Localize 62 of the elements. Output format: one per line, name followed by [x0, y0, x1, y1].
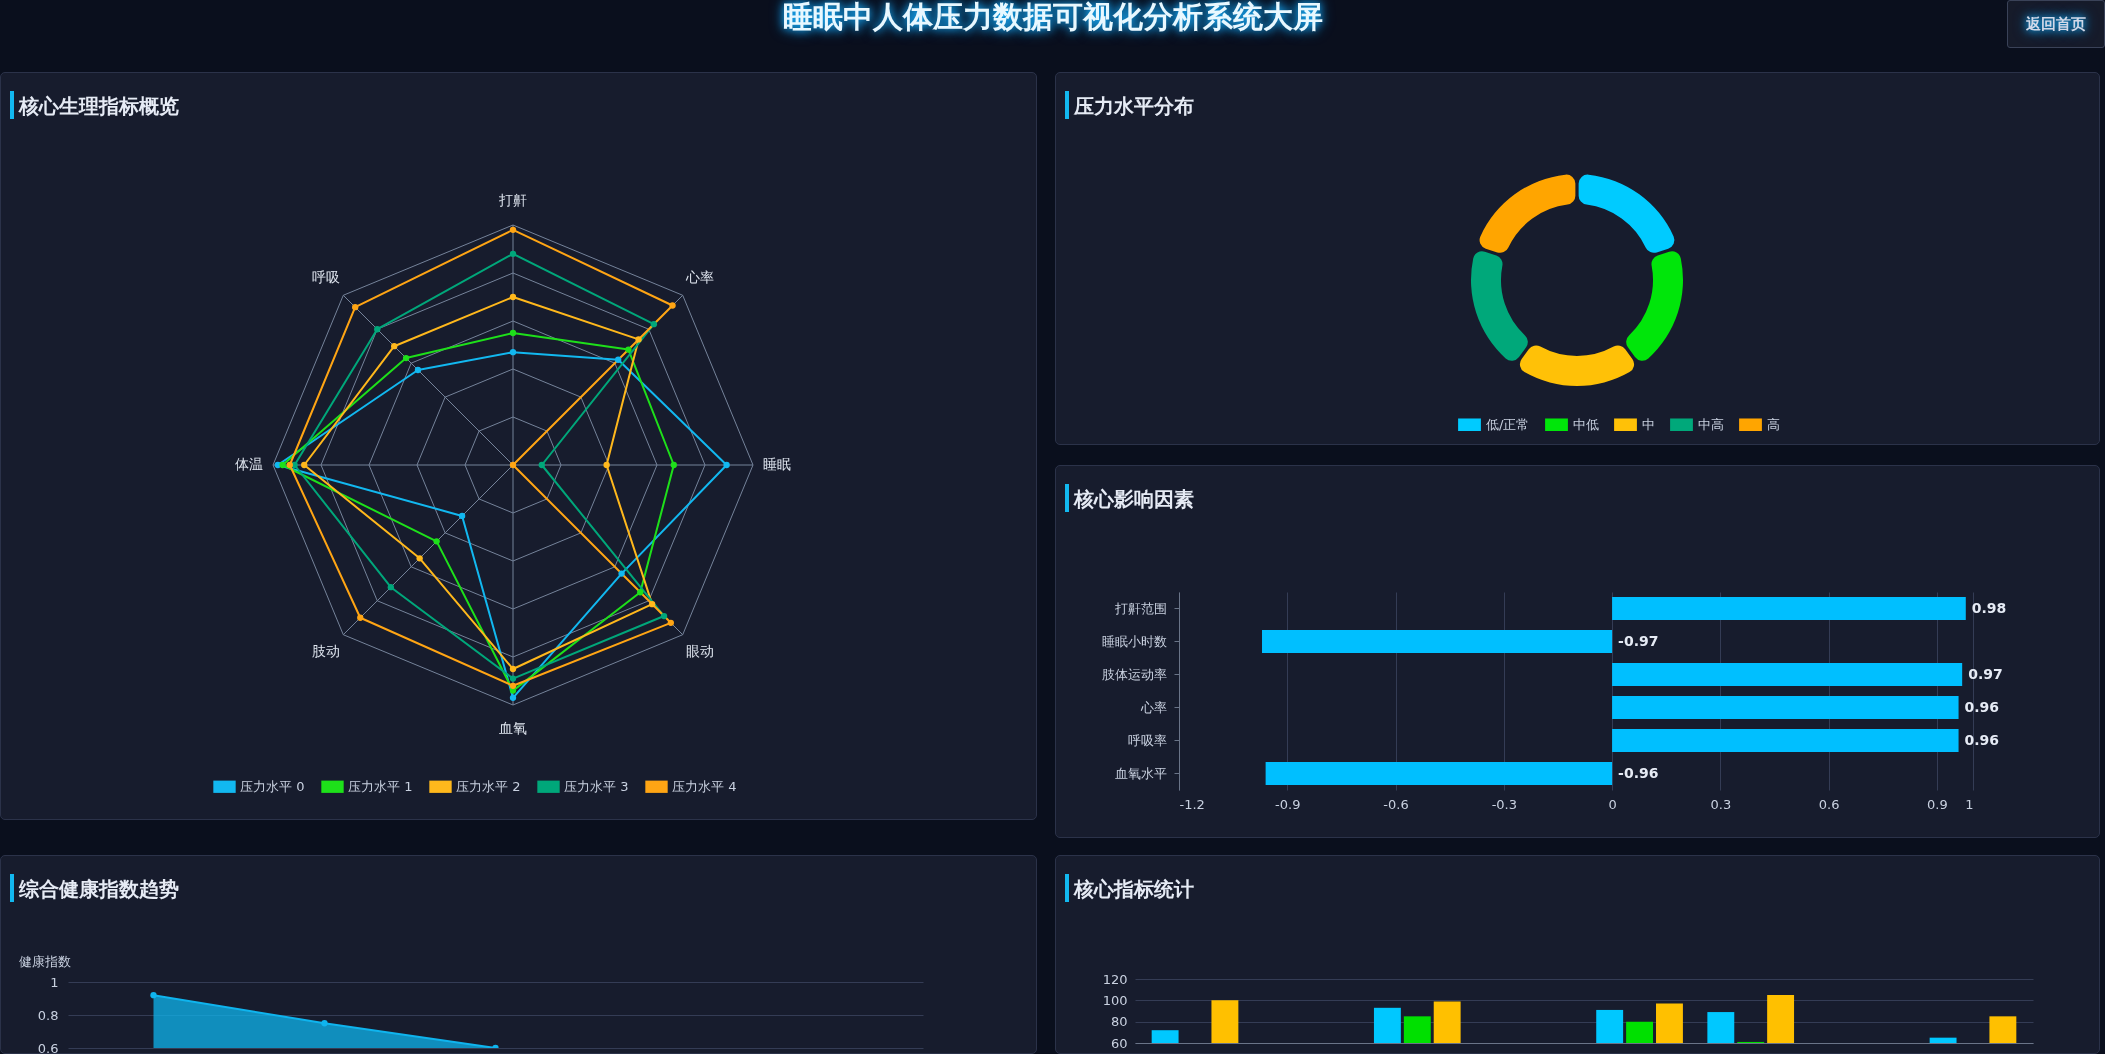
text: 返回首页: [2007, 0, 2105, 48]
x-tick-label: 0.9: [1927, 796, 1948, 812]
x-tick-label: -0.9: [1275, 796, 1301, 812]
legend-label: 中低: [1573, 416, 1599, 432]
x-tick-label: 0.3: [1710, 796, 1732, 812]
y-axis-title: 健康指数: [18, 953, 71, 969]
y-tick-label: 100: [1102, 992, 1128, 1008]
text: 压力水平分布: [1074, 93, 1194, 119]
data-label: -0.97: [1618, 632, 1659, 649]
spoke-label: 睡眠: [763, 456, 791, 472]
legend-label: 压力水平 1: [348, 778, 413, 794]
data-label: 0.98: [1971, 599, 2007, 616]
bar: [1612, 728, 1959, 753]
chart-title: 核心生理指标概览: [19, 93, 179, 119]
spoke-label: 呼吸: [312, 269, 341, 286]
bar: [1262, 629, 1613, 654]
data-label: 0.96: [1964, 698, 2000, 715]
spoke-label: 血氧: [499, 720, 527, 736]
legend-label: 压力水平 3: [564, 778, 629, 794]
legend-label: 高: [1767, 416, 1780, 432]
text: 睡眠中人体压力数据可视化分析系统大屏: [782, 0, 1323, 34]
y-tick-label: 睡眠小时数: [1101, 633, 1167, 649]
y-tick-label: 呼吸率: [1127, 732, 1167, 748]
x-tick-label: 0.6: [1818, 796, 1840, 812]
bar: [1612, 662, 1963, 687]
legend-label: 压力水平 0: [240, 778, 305, 794]
point: [150, 992, 157, 999]
spoke-label: 打鼾: [498, 192, 527, 208]
y-tick-label: 80: [1110, 1014, 1128, 1030]
bar: [1265, 761, 1613, 786]
legend-label: 中高: [1698, 416, 1724, 432]
legend-label: 中: [1642, 416, 1655, 432]
y-tick-label: 0.6: [37, 1040, 59, 1054]
y-tick-label: 0.8: [37, 1007, 59, 1023]
x-tick-label: -0.3: [1491, 796, 1518, 812]
bar: [1612, 596, 1966, 621]
data-label: 0.97: [1968, 665, 2003, 682]
y-tick-label: 血氧水平: [1114, 765, 1167, 781]
y-tick-label: 120: [1102, 971, 1128, 987]
chart-title: 核心指标统计: [1074, 876, 1194, 902]
y-tick-label: 60: [1110, 1035, 1128, 1051]
x-tick-label: 0: [1608, 796, 1617, 812]
y-tick-label: 心率: [1139, 699, 1167, 715]
data-label: -0.96: [1618, 764, 1659, 781]
x-tick-label: 1: [1965, 796, 1974, 812]
legend-label: 压力水平 4: [672, 778, 737, 794]
y-tick-label: 1: [50, 974, 59, 990]
spoke-label: 心率: [684, 269, 714, 286]
x-tick-label: -1.2: [1179, 796, 1205, 812]
point: [321, 1020, 328, 1027]
y-tick-label: 打鼾范围: [1113, 600, 1167, 616]
y-tick-label: 肢体运动率: [1101, 666, 1167, 682]
legend-label: 压力水平 2: [456, 778, 521, 794]
spoke-label: 眼动: [685, 642, 714, 659]
bar: [1612, 695, 1959, 720]
legend-label: 低/正常: [1486, 416, 1530, 432]
spoke-label: 体温: [235, 456, 263, 472]
x-tick-label: -0.6: [1383, 796, 1409, 812]
data-label: 0.96: [1964, 731, 2000, 748]
spoke-label: 肢动: [312, 642, 341, 659]
chart-title: 核心影响因素: [1074, 486, 1194, 512]
chart-title: 综合健康指数趋势: [19, 876, 179, 902]
